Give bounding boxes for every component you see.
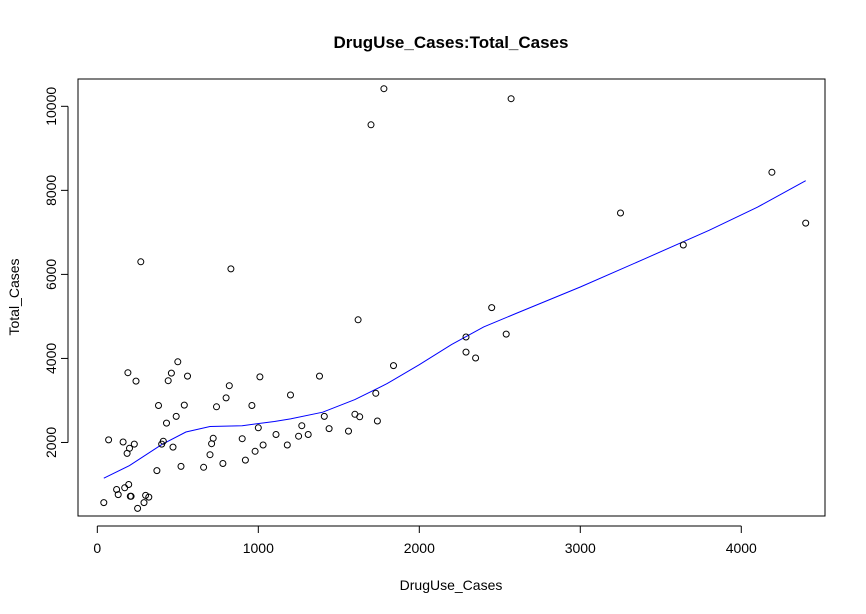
data-point bbox=[127, 492, 135, 500]
data-point bbox=[298, 422, 306, 430]
data-point bbox=[507, 95, 515, 103]
smooth-line-layer bbox=[103, 180, 806, 479]
data-point bbox=[325, 425, 333, 433]
data-point bbox=[155, 402, 162, 409]
data-point bbox=[488, 304, 496, 312]
data-point bbox=[213, 403, 220, 411]
data-point bbox=[345, 427, 352, 435]
data-point bbox=[617, 209, 624, 217]
data-point bbox=[180, 401, 188, 409]
data-point bbox=[679, 241, 687, 249]
data-point bbox=[167, 369, 175, 377]
chart-title: DrugUse_Cases:Total_Cases bbox=[334, 33, 569, 52]
data-point bbox=[169, 443, 177, 451]
data-point bbox=[159, 437, 167, 445]
data-point bbox=[390, 362, 397, 370]
data-point bbox=[114, 491, 122, 499]
data-point bbox=[373, 417, 381, 425]
data-point bbox=[256, 373, 264, 381]
data-point bbox=[163, 419, 170, 427]
data-point bbox=[356, 413, 364, 421]
x-tick-label: 2000 bbox=[404, 540, 435, 556]
data-point bbox=[254, 424, 262, 432]
data-point bbox=[177, 462, 185, 470]
data-point bbox=[272, 431, 280, 438]
data-point bbox=[304, 431, 312, 438]
data-point bbox=[320, 412, 328, 420]
y-axis: 2000 4000 6000 8000 10000 bbox=[43, 87, 69, 458]
data-point bbox=[241, 456, 249, 464]
plot-frame bbox=[77, 78, 826, 517]
data-point bbox=[174, 358, 182, 366]
data-point bbox=[251, 447, 259, 455]
data-point bbox=[248, 402, 256, 409]
data-point bbox=[132, 377, 140, 385]
points-layer bbox=[100, 85, 810, 512]
data-point bbox=[145, 493, 153, 501]
data-point bbox=[209, 434, 217, 442]
data-point bbox=[295, 432, 303, 440]
x-axis-label: DrugUse_Cases bbox=[400, 577, 503, 593]
data-point bbox=[222, 394, 230, 402]
data-point bbox=[137, 258, 145, 266]
data-point bbox=[200, 463, 208, 471]
data-point bbox=[124, 369, 132, 377]
data-point bbox=[462, 333, 470, 341]
x-tick-label: 4000 bbox=[726, 540, 757, 556]
smooth-trend-line bbox=[103, 180, 806, 479]
data-point bbox=[126, 444, 133, 452]
data-point bbox=[238, 435, 246, 443]
data-point bbox=[121, 484, 129, 492]
data-point bbox=[372, 389, 380, 397]
data-point bbox=[184, 372, 191, 380]
data-point bbox=[259, 441, 267, 449]
data-point bbox=[227, 265, 235, 273]
data-point bbox=[316, 372, 323, 380]
x-tick-label: 0 bbox=[93, 540, 101, 556]
data-point bbox=[502, 330, 510, 338]
data-point bbox=[219, 460, 227, 467]
data-point bbox=[225, 382, 233, 390]
data-point bbox=[462, 348, 470, 356]
data-point bbox=[380, 85, 388, 93]
data-point bbox=[130, 440, 138, 448]
data-point bbox=[206, 451, 214, 459]
y-tick-label: 10000 bbox=[43, 87, 59, 126]
data-point bbox=[153, 467, 161, 475]
x-tick-label: 1000 bbox=[243, 540, 274, 556]
data-point bbox=[802, 219, 810, 227]
data-point bbox=[472, 354, 480, 362]
data-point bbox=[367, 121, 375, 129]
y-tick-label: 6000 bbox=[43, 259, 59, 290]
data-point bbox=[164, 377, 172, 385]
data-point bbox=[283, 441, 291, 449]
data-point bbox=[100, 499, 108, 507]
data-point bbox=[354, 316, 362, 324]
y-tick-label: 8000 bbox=[43, 175, 59, 206]
data-point bbox=[119, 438, 127, 446]
x-tick-label: 3000 bbox=[565, 540, 596, 556]
data-point bbox=[140, 499, 148, 507]
y-axis-label: Total_Cases bbox=[6, 258, 22, 335]
data-point bbox=[105, 436, 113, 444]
data-point bbox=[125, 481, 133, 488]
x-axis: 0 1000 2000 3000 4000 bbox=[93, 525, 757, 556]
data-point bbox=[768, 168, 776, 176]
data-point bbox=[172, 412, 180, 420]
y-tick-label: 4000 bbox=[43, 343, 59, 374]
data-point bbox=[287, 391, 294, 399]
data-point bbox=[134, 504, 142, 512]
y-tick-label: 2000 bbox=[43, 427, 59, 458]
